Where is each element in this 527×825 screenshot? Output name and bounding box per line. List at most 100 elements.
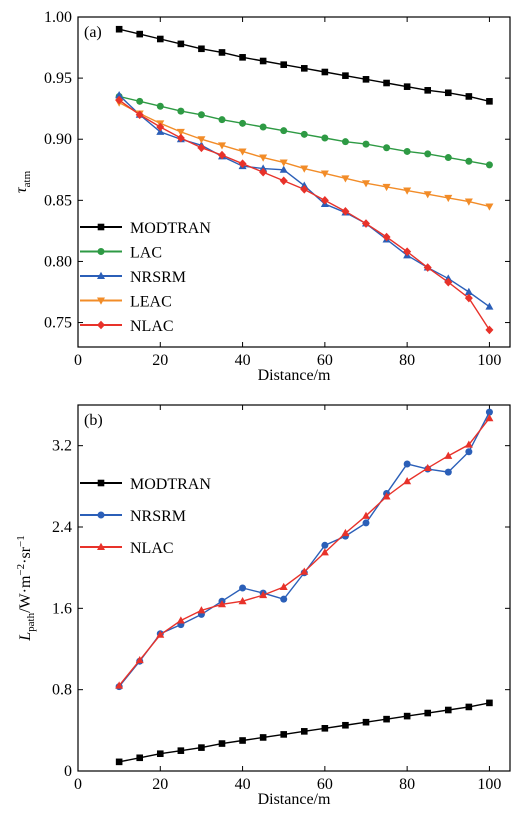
data-point: [136, 97, 144, 105]
data-point: [115, 95, 124, 105]
series-line: [118, 417, 490, 687]
legend-item-nlac: NLAC: [80, 318, 174, 335]
data-point: [239, 119, 247, 127]
y-axis-label: τatm: [13, 170, 33, 193]
legend-item-nlac: NLAC: [80, 540, 174, 557]
y-tick-label: 3.2: [52, 438, 72, 455]
data-point: [403, 147, 411, 155]
x-tick-label: 40: [235, 352, 251, 369]
data-point: [423, 263, 432, 272]
data-point: [486, 98, 493, 105]
data-point: [300, 728, 308, 735]
data-point: [485, 414, 494, 422]
data-point: [465, 448, 473, 456]
data-point: [156, 35, 164, 43]
chart-panel-a: 0 20 40 60 80 100 0.75 0.80 0.85 0.90 0.95 1.00 Dist…: [13, 9, 511, 384]
y-tick-label: 0.8: [52, 682, 72, 699]
data-point: [485, 203, 494, 211]
data-point: [115, 25, 123, 33]
data-point: [444, 451, 453, 459]
data-point: [280, 595, 288, 603]
data-point: [156, 122, 165, 132]
data-point: [321, 541, 329, 549]
data-point: [259, 154, 268, 162]
data-point: [465, 93, 473, 100]
legend-label: MODTRAN: [130, 476, 211, 493]
panel-label: (b): [84, 412, 103, 429]
data-point: [362, 140, 370, 148]
data-point: [135, 655, 144, 664]
data-point: [362, 219, 370, 228]
x-tick-label: 100: [477, 776, 501, 793]
data-point: [465, 157, 473, 165]
y-label-superscript: −1: [15, 535, 27, 547]
x-tick-label: 0: [74, 352, 82, 369]
data-point: [403, 477, 412, 485]
y-tick-label: 1.00: [44, 9, 72, 26]
data-point: [403, 187, 412, 195]
data-point: [259, 590, 268, 599]
data-point: [403, 247, 412, 256]
data-point: [239, 584, 247, 592]
legend-item-nrsrm: NRSRM: [80, 269, 186, 286]
data-point: [341, 175, 350, 183]
data-point: [279, 159, 288, 167]
legend-item-nrsrm: NRSRM: [80, 508, 186, 525]
legend-marker: [97, 297, 105, 305]
data-point: [342, 72, 349, 79]
data-point: [486, 699, 493, 707]
data-point: [197, 136, 206, 144]
data-point: [300, 130, 308, 138]
legend-item-modtran: MODTRAN: [80, 220, 211, 237]
data-point: [383, 715, 390, 723]
y-tick-label: 1.6: [52, 600, 72, 617]
data-point: [218, 600, 226, 608]
series-lac: [115, 92, 493, 169]
data-point: [176, 133, 185, 143]
x-tick-label: 60: [317, 352, 333, 369]
data-point: [136, 754, 144, 762]
data-point: [423, 463, 432, 472]
x-tick-label: 80: [399, 776, 415, 793]
y-tick-label: 0.80: [44, 253, 72, 270]
y-tick-label: 0.90: [44, 131, 72, 148]
data-point: [280, 61, 288, 68]
data-point: [279, 165, 288, 173]
y-label-superscript: −2: [15, 564, 27, 576]
data-point: [259, 123, 267, 131]
data-point: [464, 293, 473, 303]
legend-marker: [97, 511, 105, 519]
x-axis-label: Distance/m: [258, 367, 331, 384]
data-point: [197, 143, 206, 153]
legend-item-modtran: MODTRAN: [80, 476, 211, 493]
x-axis-label: Distance/m: [258, 791, 331, 808]
y-label-symbol: L: [17, 632, 34, 642]
data-point: [465, 703, 473, 711]
data-point: [424, 709, 432, 717]
data-point: [156, 750, 164, 758]
data-point: [115, 758, 123, 766]
y-label-subscript: path: [25, 612, 37, 631]
data-point: [156, 102, 164, 110]
data-point: [342, 721, 349, 729]
data-point: [464, 440, 473, 448]
data-point: [464, 287, 473, 295]
legend-label: NLAC: [130, 540, 174, 557]
data-point: [321, 134, 329, 142]
data-point: [362, 718, 370, 726]
data-point: [135, 110, 144, 120]
data-point: [279, 582, 288, 590]
legend-marker: [97, 542, 105, 550]
data-point: [403, 83, 411, 90]
x-tick-label: 100: [477, 352, 501, 369]
y-axis-label: Lpath/W·m−2·sr−1: [15, 535, 37, 642]
data-point: [115, 91, 124, 99]
data-point: [362, 519, 370, 527]
legend-label: NLAC: [130, 318, 174, 335]
data-point: [197, 111, 205, 119]
data-point: [320, 170, 329, 178]
data-point: [403, 712, 411, 720]
data-point: [156, 630, 165, 638]
data-point: [218, 740, 226, 747]
